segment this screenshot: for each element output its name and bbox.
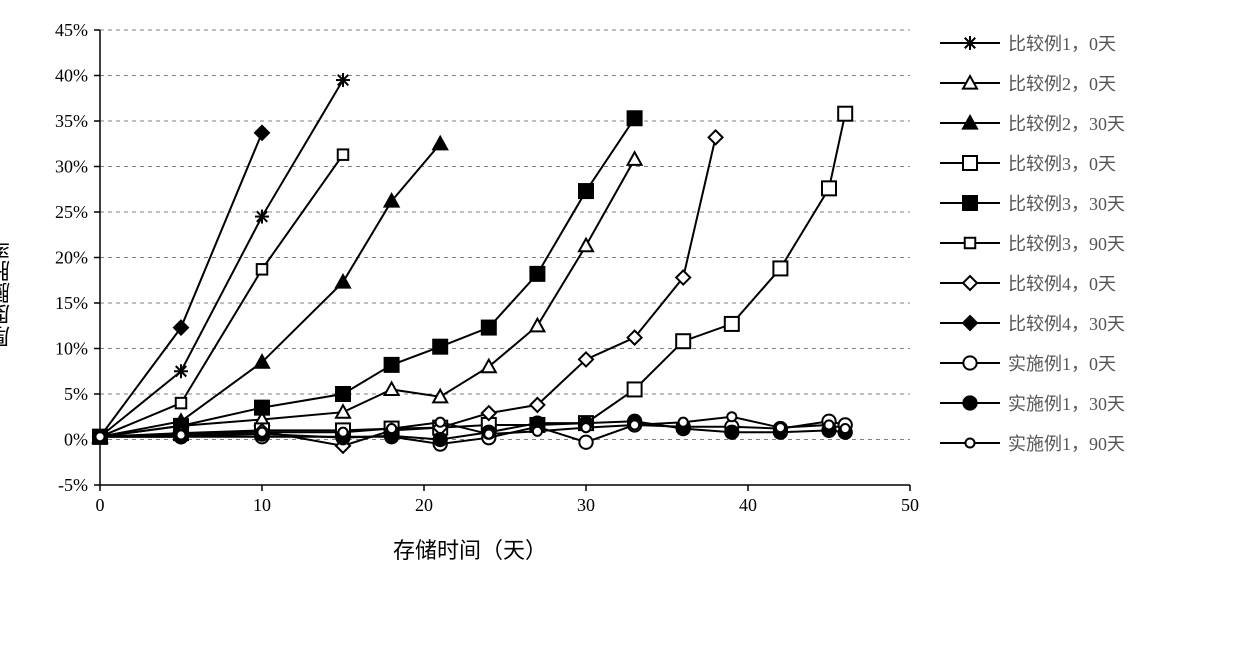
- legend-marker: [940, 273, 1000, 293]
- legend-marker: [940, 73, 1000, 93]
- svg-text:40%: 40%: [55, 66, 88, 86]
- svg-text:15%: 15%: [55, 293, 88, 313]
- legend-label: 比较例3，90天: [1008, 230, 1125, 256]
- legend-item: 实施例1，30天: [940, 390, 1125, 416]
- legend-label: 实施例1，30天: [1008, 390, 1125, 416]
- legend-item: 比较例3，30天: [940, 190, 1125, 216]
- legend-item: 实施例1，0天: [940, 350, 1125, 376]
- legend-marker: [940, 313, 1000, 333]
- svg-text:30%: 30%: [55, 157, 88, 177]
- legend-marker: [940, 393, 1000, 413]
- legend-label: 比较例3，0天: [1008, 150, 1116, 176]
- legend: 比较例1，0天比较例2，0天比较例2，30天比较例3，0天比较例3，30天比较例…: [940, 30, 1125, 470]
- legend-marker: [940, 153, 1000, 173]
- svg-text:25%: 25%: [55, 202, 88, 222]
- svg-text:0: 0: [96, 495, 105, 515]
- legend-label: 比较例2，0天: [1008, 70, 1116, 96]
- legend-item: 比较例2，30天: [940, 110, 1125, 136]
- svg-text:35%: 35%: [55, 111, 88, 131]
- line-chart: 0 10 20 30 40 50 -5% 0% 5% 10% 15% 20% 25% 30% 35% 40% 4…: [20, 20, 920, 525]
- svg-text:45%: 45%: [55, 20, 88, 40]
- legend-item: 比较例4，0天: [940, 270, 1125, 296]
- chart-container: 厚度膨胀率 01020304050-5%0%5%10%15%20%25%30%3…: [20, 20, 1220, 565]
- legend-marker: [940, 433, 1000, 453]
- svg-text:10: 10: [253, 495, 271, 515]
- legend-label: 实施例1，0天: [1008, 350, 1116, 376]
- legend-marker: [940, 353, 1000, 373]
- x-axis-label: 存储时间（天）: [20, 533, 920, 565]
- legend-label: 实施例1，90天: [1008, 430, 1125, 456]
- legend-label: 比较例2，30天: [1008, 110, 1125, 136]
- legend-item: 比较例3，90天: [940, 230, 1125, 256]
- legend-marker: [940, 233, 1000, 253]
- svg-text:10%: 10%: [55, 339, 88, 359]
- legend-item: 比较例3，0天: [940, 150, 1125, 176]
- legend-marker: [940, 113, 1000, 133]
- legend-item: 比较例4，30天: [940, 310, 1125, 336]
- legend-marker: [940, 193, 1000, 213]
- legend-item: 比较例2，0天: [940, 70, 1125, 96]
- legend-label: 比较例3，30天: [1008, 190, 1125, 216]
- svg-text:50: 50: [901, 495, 919, 515]
- svg-text:-5%: -5%: [58, 475, 88, 495]
- y-axis-label: 厚度膨胀率: [0, 238, 17, 348]
- legend-label: 比较例4，30天: [1008, 310, 1125, 336]
- svg-text:20%: 20%: [55, 248, 88, 268]
- svg-text:0%: 0%: [64, 430, 88, 450]
- svg-text:20: 20: [415, 495, 433, 515]
- legend-marker: [940, 33, 1000, 53]
- legend-label: 比较例1，0天: [1008, 30, 1116, 56]
- chart-area: 厚度膨胀率 01020304050-5%0%5%10%15%20%25%30%3…: [20, 20, 920, 565]
- legend-label: 比较例4，0天: [1008, 270, 1116, 296]
- svg-text:40: 40: [739, 495, 757, 515]
- legend-item: 实施例1，90天: [940, 430, 1125, 456]
- svg-text:30: 30: [577, 495, 595, 515]
- legend-item: 比较例1，0天: [940, 30, 1125, 56]
- svg-text:5%: 5%: [64, 384, 88, 404]
